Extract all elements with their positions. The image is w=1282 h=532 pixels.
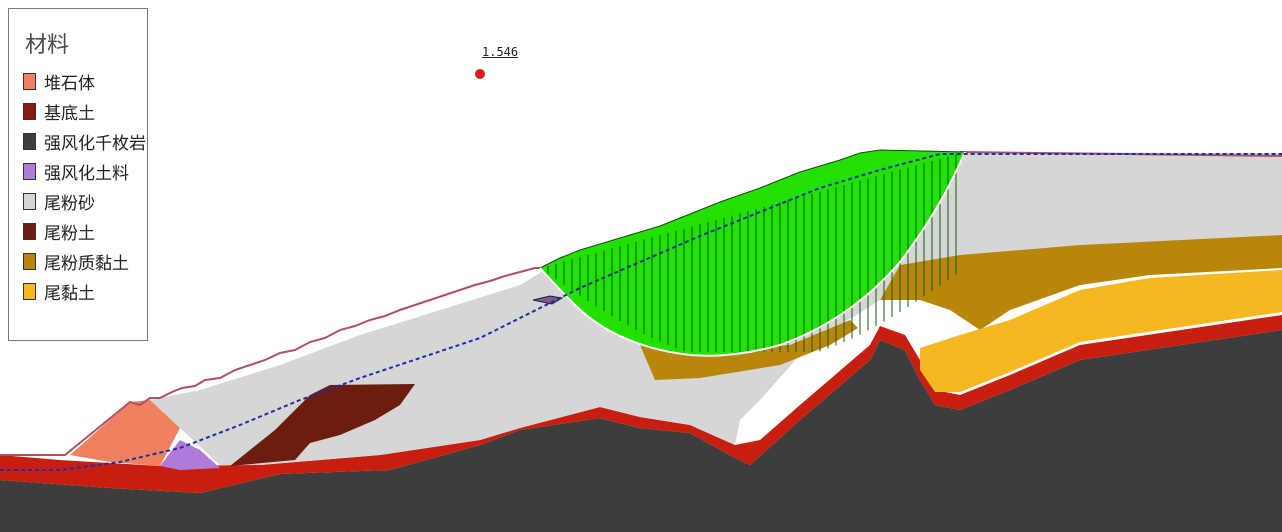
legend-swatch (23, 132, 36, 150)
legend-label: 强风化土料 (44, 163, 129, 184)
legend-item: 尾粉质黏土 (23, 249, 129, 274)
legend-item: 强风化千枚岩 (23, 129, 146, 154)
legend-swatch (23, 102, 36, 120)
legend-item: 尾粉土 (23, 219, 95, 244)
legend-item: 尾黏土 (23, 279, 95, 304)
slip-toe-pocket (532, 295, 564, 305)
legend-item: 尾粉砂 (23, 189, 95, 214)
slip-surface-outline (539, 151, 966, 357)
legend-item: 强风化土料 (23, 159, 129, 184)
slip-center-point (475, 69, 485, 79)
legend-swatch (23, 72, 36, 90)
tailing-silty-clay (880, 235, 1282, 330)
ground-surface-line (0, 267, 545, 456)
legend-label: 尾粉土 (44, 223, 95, 244)
legend-label: 尾黏土 (44, 283, 95, 304)
base-soil-layer (0, 315, 1282, 493)
legend-label: 尾粉质黏土 (44, 253, 129, 274)
legend-label: 强风化千枚岩 (44, 133, 146, 154)
rockfill-body (70, 400, 180, 466)
slip-slices (547, 154, 957, 352)
weathered-soil (160, 440, 220, 470)
materials-legend: 材料 堆石体基底土强风化千枚岩 强风化土料尾粉砂尾粉土尾粉质黏土尾黏土 (8, 8, 148, 341)
legend-label: 尾粉砂 (44, 193, 95, 214)
legend-label: 堆石体 (44, 73, 95, 94)
legend-swatch (23, 252, 36, 270)
legend-swatch (23, 282, 36, 300)
tailing-clay (920, 270, 1282, 392)
legend-item: 堆石体 (23, 69, 95, 94)
legend-swatch (23, 192, 36, 210)
legend-item: 基底土 (23, 99, 95, 124)
legend-swatch (23, 162, 36, 180)
legend-title: 材料 (25, 33, 70, 58)
tailing-silt-lens (230, 384, 415, 466)
factor-of-safety-label: 1.546 (482, 45, 519, 59)
phreatic-line (0, 153, 1282, 471)
legend-swatch (23, 222, 36, 240)
phyllite-bedrock (0, 330, 1282, 532)
legend-label: 基底土 (44, 103, 95, 124)
